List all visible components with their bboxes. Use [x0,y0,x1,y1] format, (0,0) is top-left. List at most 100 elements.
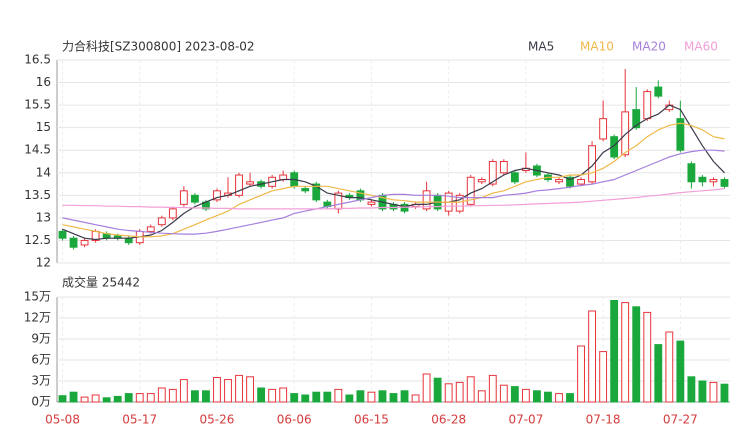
volume-bar [477,390,486,403]
volume-bar [367,391,376,403]
volume-bar [113,395,122,403]
volume-bar [58,395,67,403]
x-tick-label: 07-27 [663,413,698,427]
x-tick-label: 07-18 [586,413,621,427]
volume-bar [577,345,585,403]
volume-bar [323,391,332,403]
volume-bar [466,376,475,403]
volume-bar [455,381,464,403]
volume-bar [179,379,188,403]
candle-body [422,190,431,210]
legend-label: MA20 [632,40,666,54]
volume-bar [378,390,387,403]
volume-bar [698,380,707,403]
x-tick-label: 05-08 [45,413,80,427]
volume-bar [521,388,530,403]
legend-label: MA10 [580,40,614,54]
volume-bar [279,387,288,403]
candle-body [157,217,166,226]
volume-bar [213,377,221,403]
candle-body [577,179,585,185]
volume-bar [720,383,729,403]
candle-body [610,136,619,158]
candle-body [477,179,486,183]
x-tick-label: 06-15 [354,413,389,427]
volume-bar [621,302,630,403]
candle-body [709,179,718,183]
volume-bar [246,376,254,403]
volume-bar [687,376,696,403]
y-tick-label: 15万 [24,290,51,304]
volume-bar [676,340,685,403]
volume-bar [499,384,508,403]
volume-bar [224,379,232,403]
candle-body [588,145,597,183]
volume-bar [301,394,310,403]
candle-body [566,176,574,187]
volume-bar [411,394,420,403]
volume-bar [433,377,442,403]
y-tick-label: 13.5 [24,188,51,202]
volume-bar [202,390,210,403]
volume-bar [488,374,497,403]
ma-line [62,149,725,235]
ma-line [62,188,725,210]
volume-bar [345,394,354,403]
volume-bar [510,386,519,403]
volume-bar [80,396,89,403]
candle-body [58,230,67,239]
y-tick-label: 13 [36,210,51,224]
volume-bar [257,387,266,403]
volume-bar [102,397,111,403]
candle-body [235,174,243,196]
candle-body [510,172,519,183]
ma-line [62,104,725,241]
x-tick-label: 06-28 [431,413,466,427]
volume-bar [235,374,243,403]
volume-title: 成交量 25442 [62,275,140,290]
volume-bar [665,331,674,403]
candle-body [301,188,310,192]
candle-body [80,239,89,246]
volume-bar [135,393,144,403]
y-tick-label: 14 [36,165,51,179]
y-tick-label: 0万 [31,395,51,409]
volume-bar [168,388,177,403]
candle-body [621,111,630,156]
candle-body [698,176,707,183]
y-tick-label: 9万 [31,332,51,346]
y-tick-label: 16.5 [24,53,51,67]
candle-body [146,226,155,232]
candle-body [643,91,652,120]
y-tick-label: 15 [36,120,51,134]
volume-bar [268,388,277,403]
y-tick-label: 12万 [24,311,51,325]
volume-bar [91,394,100,403]
candle-body [279,174,288,181]
chart-title: 力合科技[SZ300800] 2023-08-02 [62,39,255,54]
volume-bar [334,388,343,403]
volume-bar [599,351,608,403]
volume-bar [444,383,453,403]
candle-body [676,118,685,151]
volume-bar [533,390,541,403]
volume-bar [146,393,155,403]
volume-bar [290,393,299,403]
volume-bar [422,373,431,403]
volume-bar [69,391,78,403]
volume-bar [632,306,641,403]
volume-bar [124,393,133,403]
volume-bar [157,387,166,403]
volume-bar [566,393,574,403]
candle-body [499,161,508,174]
volume-bar [709,381,718,403]
candle-body [555,179,563,183]
candle-body [455,194,464,212]
candle-body [168,208,177,219]
volume-bar [389,393,398,403]
x-tick-label: 05-26 [200,413,235,427]
y-tick-label: 12.5 [24,233,51,247]
candle-body [124,237,133,244]
legend-label: MA5 [528,40,554,54]
